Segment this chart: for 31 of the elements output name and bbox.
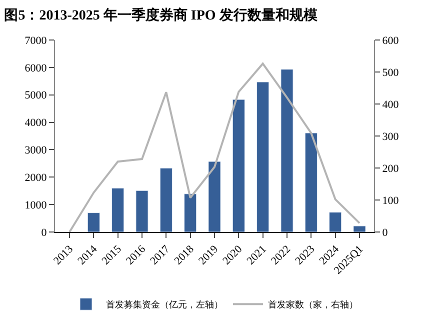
y2-tick-label: 600 xyxy=(382,34,400,47)
bar xyxy=(112,188,124,232)
y-tick-label: 3000 xyxy=(24,144,48,157)
y-tick-label: 1000 xyxy=(24,199,48,212)
line-series xyxy=(68,62,360,232)
bar xyxy=(232,99,245,232)
y-tick-label: 2000 xyxy=(24,172,48,184)
bar xyxy=(136,190,148,232)
y-tick-label: 7000 xyxy=(24,34,48,47)
bar xyxy=(280,69,294,232)
bar xyxy=(353,226,366,232)
bar xyxy=(87,212,100,232)
bar xyxy=(184,194,197,232)
y-tick-label: 4000 xyxy=(24,117,48,130)
bar xyxy=(208,161,221,232)
legend-label: 首发家数（家，右轴） xyxy=(268,300,358,310)
y2-tick-label: 100 xyxy=(382,194,400,207)
y-tick-label: 6000 xyxy=(24,62,48,74)
bar xyxy=(329,212,342,232)
y-tick-label: 5000 xyxy=(24,90,48,102)
bar xyxy=(160,168,172,232)
bar xyxy=(304,132,318,232)
y2-tick-label: 500 xyxy=(382,66,400,79)
chart-title: 图5：2013-2025 年一季度券商 IPO 发行数量和规模 xyxy=(4,6,318,24)
y2-tick-label: 400 xyxy=(382,98,400,111)
legend-label: 首发募集资金（亿元，左轴） xyxy=(106,300,223,310)
y-tick-label: 0 xyxy=(41,226,48,239)
bar xyxy=(256,82,270,232)
y2-tick-label: 0 xyxy=(382,226,388,239)
y2-tick-label: 300 xyxy=(382,130,400,143)
y2-tick-label: 200 xyxy=(382,162,400,175)
